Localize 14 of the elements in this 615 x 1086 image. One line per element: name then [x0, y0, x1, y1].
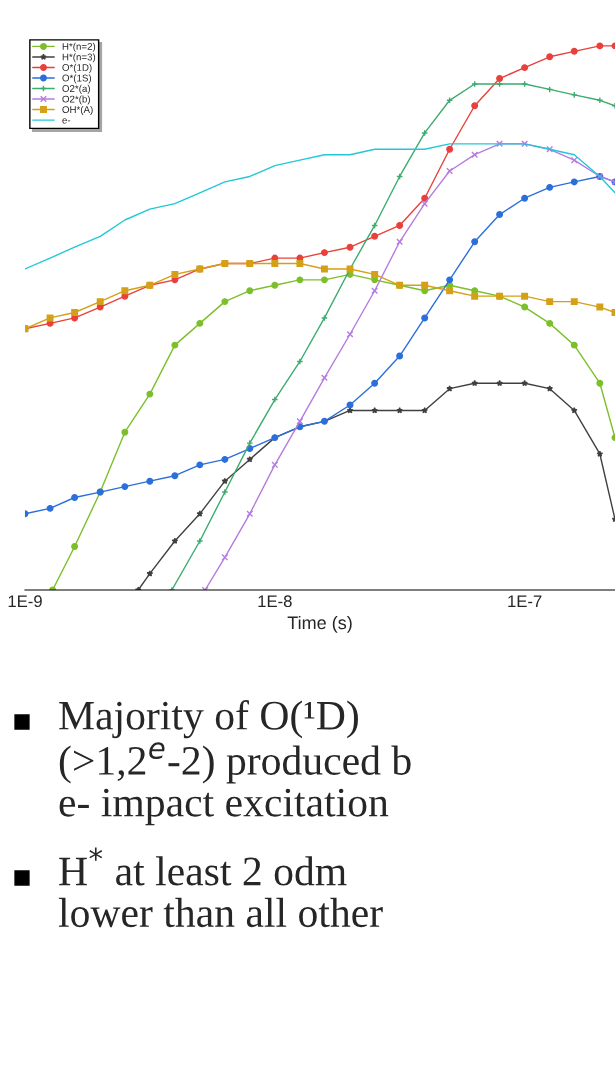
text: Majority of O(¹D) (>1,2$^{e}$-2) produced b e- impact excitation — [59, 700, 411, 826]
x-axis-title: Time (s) — [287, 615, 352, 633]
legend-label: O2*(a) — [62, 84, 90, 94]
legend-label: O*(1D) — [62, 63, 92, 73]
legend-label: H*(n=3) — [62, 53, 96, 63]
legend-label: O2*(b) — [62, 95, 90, 105]
x-tick-label: 1E-9 — [8, 595, 42, 608]
legend-label: O*(1S) — [62, 74, 92, 84]
text: H$^{*}$ at least 2 odm lower than all other — [58, 847, 383, 928]
legend-label: e- — [62, 118, 71, 124]
x-tick-label: 1E-8 — [258, 595, 292, 608]
legend-label: OH*(A) — [62, 105, 93, 115]
legend-label: H*(n=2) — [62, 42, 96, 52]
x-tick-label: 1E-7 — [508, 595, 542, 607]
